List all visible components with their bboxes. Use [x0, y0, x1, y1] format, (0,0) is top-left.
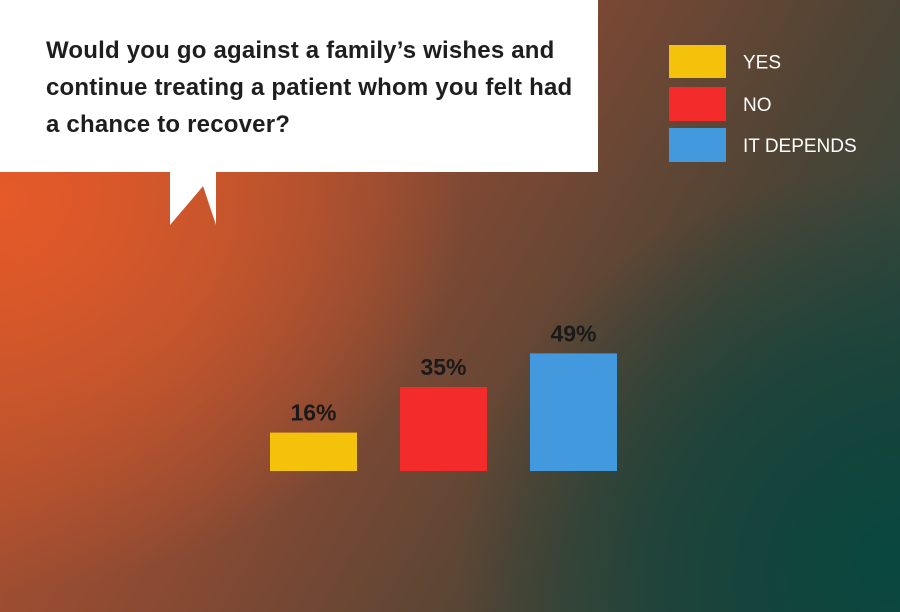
chart-legend: YES NO IT DEPENDS	[669, 45, 857, 162]
bar-it-depends	[530, 353, 617, 471]
survey-question: Would you go against a family’s wishes a…	[46, 37, 573, 138]
bar-no	[400, 387, 487, 471]
legend-swatch-yes	[669, 45, 726, 78]
speech-bubble-tail-edge	[198, 171, 216, 225]
chart-bars: 16% 35% 49%	[270, 320, 617, 471]
legend-label-no: NO	[743, 95, 772, 116]
legend-swatch-no	[669, 87, 726, 121]
legend-swatch-it-depends	[669, 128, 726, 162]
bar-value-label-no: 35%	[420, 354, 466, 380]
legend-label-it-depends: IT DEPENDS	[743, 136, 857, 157]
speech-bubble	[0, 0, 598, 172]
bar-value-label-it-depends: 49%	[550, 320, 596, 346]
bar-value-label-yes: 16%	[290, 400, 336, 426]
legend-label-yes: YES	[743, 53, 781, 74]
bar-yes	[270, 432, 357, 471]
